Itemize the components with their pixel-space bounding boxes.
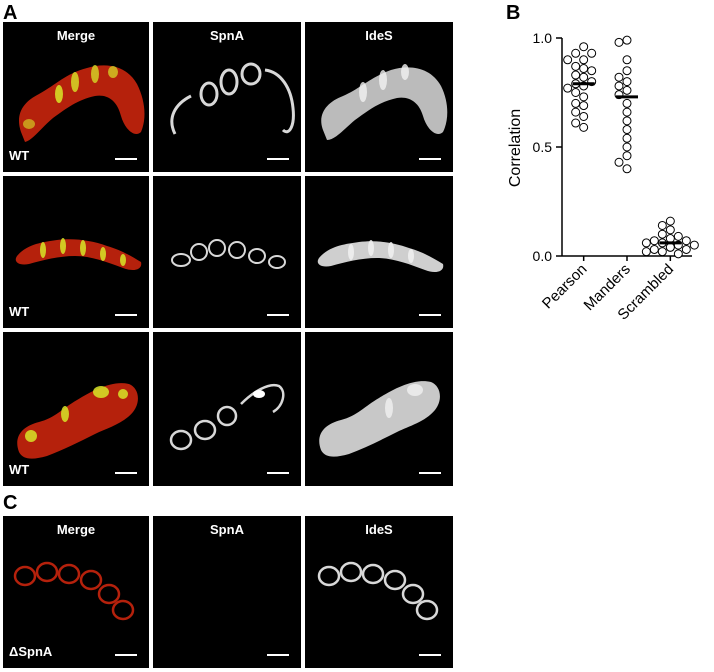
micrograph-ides-row3 — [305, 332, 453, 486]
data-point-pearson — [571, 88, 581, 97]
data-point-scrambled — [649, 236, 659, 246]
micrograph-spna-row3 — [153, 332, 301, 486]
data-point-pearson — [579, 92, 589, 102]
scale-bar — [267, 158, 289, 160]
scale-bar — [115, 158, 137, 160]
data-point-pearson — [579, 55, 589, 65]
micrograph-spna-row2 — [153, 176, 301, 328]
column-title-merge: Merge — [56, 28, 96, 43]
micrograph-ides-deltaspna: IdeS — [305, 516, 453, 668]
data-point-manders — [622, 77, 632, 87]
y-axis-ticks: 0.0 0.5 1.0 — [533, 30, 562, 264]
data-point-manders — [622, 125, 632, 135]
data-point-manders — [622, 116, 632, 126]
data-point-scrambled — [657, 220, 667, 230]
data-point-pearson — [587, 48, 597, 58]
column-title-spna: SpnA — [210, 28, 244, 43]
data-point-pearson — [579, 111, 589, 121]
data-point-manders — [614, 81, 624, 91]
correlation-scatter-chart: Correlation 0.0 0.5 1.0 PearsonMandersScra… — [507, 30, 699, 324]
panel-letter-c: C — [3, 492, 18, 514]
data-points — [563, 35, 699, 259]
data-point-pearson — [579, 42, 589, 52]
data-point-pearson — [571, 61, 581, 71]
data-point-manders — [622, 142, 632, 152]
data-point-scrambled — [681, 236, 691, 246]
micrograph-spna-deltaspna: SpnA — [153, 516, 301, 668]
micrograph-merge-deltaspna: Merge ΔSpnA — [3, 516, 149, 668]
y-axis-label: Correlation — [507, 109, 524, 187]
data-point-scrambled — [657, 229, 667, 239]
column-title-merge-c: Merge — [56, 522, 96, 537]
data-point-pearson — [563, 55, 573, 65]
data-point-pearson — [571, 70, 581, 80]
data-point-manders — [614, 157, 624, 167]
column-title-ides-c: IdeS — [365, 522, 393, 537]
data-point-scrambled — [665, 234, 675, 244]
scale-bar — [419, 472, 441, 474]
data-point-scrambled — [641, 238, 651, 248]
data-point-manders — [622, 35, 632, 45]
data-point-manders — [622, 133, 632, 143]
scale-bar — [419, 158, 441, 160]
scale-bar — [419, 654, 441, 656]
data-point-manders — [622, 164, 632, 174]
micrograph-ides-row2 — [305, 176, 453, 328]
row-label-deltaspna: ΔSpnA — [9, 644, 53, 659]
data-point-pearson — [563, 83, 573, 93]
row-label-2: WT — [9, 304, 30, 319]
data-point-pearson — [571, 48, 581, 58]
data-point-scrambled — [649, 244, 659, 254]
data-point-pearson — [579, 72, 589, 82]
data-point-pearson — [579, 101, 589, 111]
data-point-manders — [622, 55, 632, 65]
data-point-manders — [614, 37, 624, 47]
y-tick-label: 1.0 — [533, 30, 553, 46]
scale-bar — [267, 654, 289, 656]
panel-letter-a: A — [3, 2, 18, 24]
y-tick-label: 0.0 — [533, 248, 553, 264]
data-point-pearson — [579, 122, 589, 132]
micrograph-spna-row1: SpnA — [153, 22, 301, 172]
data-point-manders — [614, 72, 624, 82]
micrograph-merge-row3: WT — [3, 332, 149, 486]
micrograph-merge-row1: Merge WT — [3, 22, 149, 172]
scale-bar — [115, 472, 137, 474]
data-point-scrambled — [673, 249, 683, 259]
micrograph-merge-row2: WT — [3, 176, 149, 328]
row-label-3: WT — [9, 462, 30, 477]
data-point-manders — [622, 151, 632, 161]
scale-bar — [267, 472, 289, 474]
micrograph-ides-row1: IdeS — [305, 22, 453, 172]
data-point-manders — [622, 98, 632, 108]
row-label-1: WT — [9, 148, 30, 163]
column-title-spna-c: SpnA — [210, 522, 244, 537]
data-point-pearson — [587, 66, 597, 76]
data-point-scrambled — [689, 240, 699, 250]
data-point-scrambled — [665, 216, 675, 226]
data-point-scrambled — [673, 231, 683, 241]
data-point-pearson — [571, 98, 581, 108]
column-title-ides: IdeS — [365, 28, 393, 43]
data-point-scrambled — [665, 225, 675, 235]
data-point-manders — [622, 85, 632, 95]
scale-bar — [267, 314, 289, 316]
data-point-manders — [622, 107, 632, 117]
data-point-pearson — [571, 107, 581, 117]
data-point-scrambled — [657, 247, 667, 257]
data-point-pearson — [579, 64, 589, 74]
panel-letter-b: B — [506, 2, 521, 24]
mean-lines — [572, 82, 682, 245]
scale-bar — [115, 314, 137, 316]
data-point-scrambled — [665, 242, 675, 252]
scale-bar — [419, 314, 441, 316]
scale-bar — [115, 654, 137, 656]
data-point-scrambled — [641, 247, 651, 257]
data-point-manders — [622, 66, 632, 76]
data-point-pearson — [571, 118, 581, 128]
data-point-scrambled — [681, 244, 691, 254]
y-tick-label: 0.5 — [533, 139, 553, 155]
